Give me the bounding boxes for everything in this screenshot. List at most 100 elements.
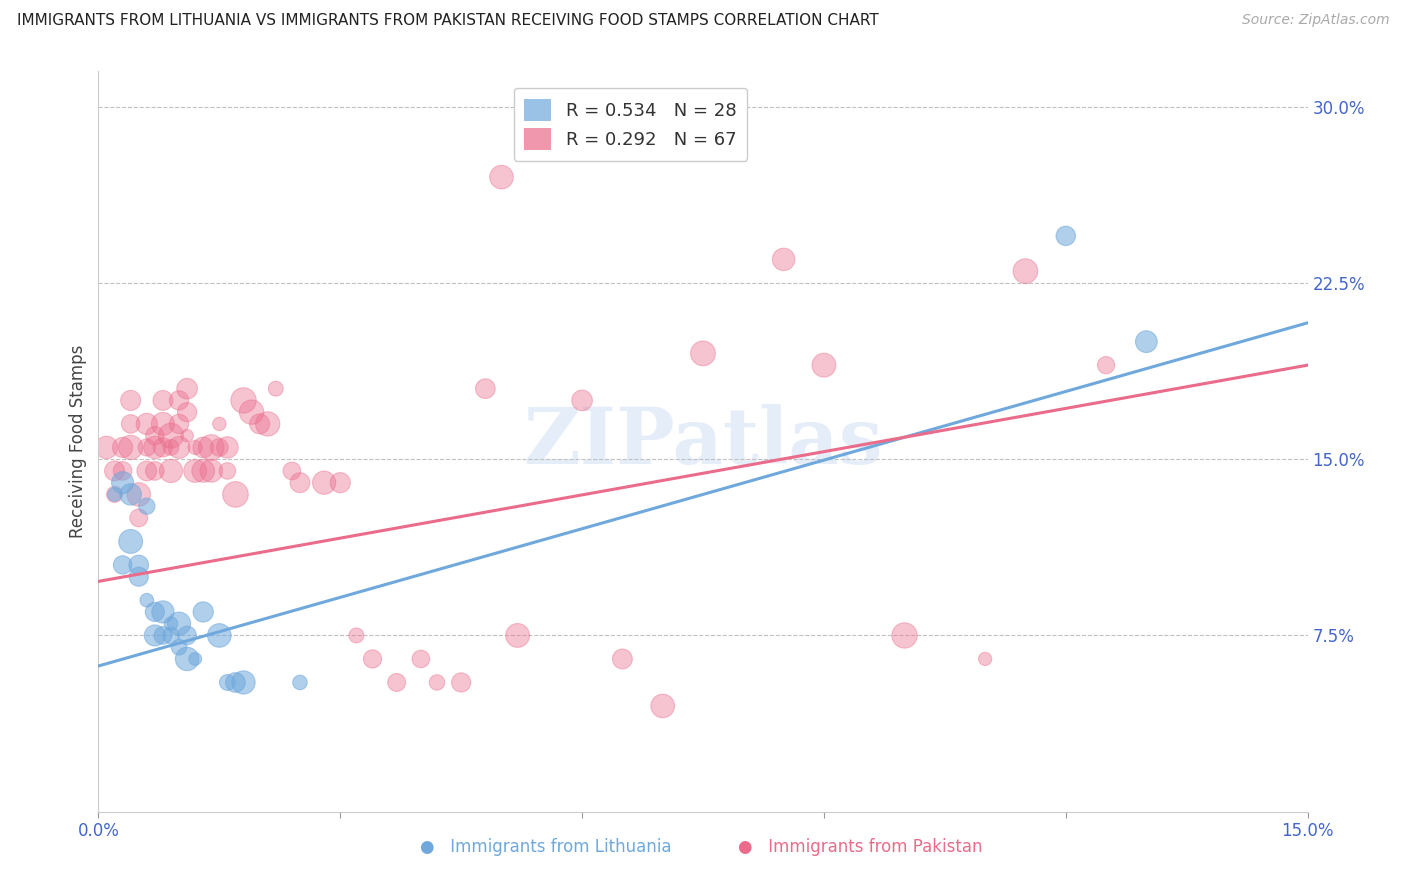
Point	[143, 428, 166, 442]
Point	[176, 628, 198, 642]
Point	[813, 358, 835, 372]
Text: ZIPatlas: ZIPatlas	[523, 403, 883, 480]
Point	[217, 441, 239, 455]
Point	[111, 475, 134, 490]
Point	[409, 652, 432, 666]
Point	[111, 441, 134, 455]
Point	[120, 417, 142, 431]
Point	[167, 640, 190, 655]
Point	[103, 487, 125, 501]
Point	[193, 464, 215, 478]
Point	[128, 511, 150, 525]
Point	[176, 428, 198, 442]
Point	[208, 628, 231, 642]
Point	[96, 441, 118, 455]
Point	[128, 558, 150, 572]
Point	[612, 652, 634, 666]
Point	[135, 417, 157, 431]
Point	[314, 475, 336, 490]
Point	[135, 441, 157, 455]
Point	[506, 628, 529, 642]
Point	[193, 441, 215, 455]
Point	[167, 417, 190, 431]
Point	[288, 675, 311, 690]
Point	[152, 393, 174, 408]
Point	[1054, 228, 1077, 243]
Point	[160, 441, 183, 455]
Point	[361, 652, 384, 666]
Point	[184, 652, 207, 666]
Point	[167, 441, 190, 455]
Point	[474, 382, 496, 396]
Point	[120, 441, 142, 455]
Point	[143, 464, 166, 478]
Text: Source: ZipAtlas.com: Source: ZipAtlas.com	[1241, 13, 1389, 28]
Point	[111, 464, 134, 478]
Point	[103, 487, 125, 501]
Point	[152, 441, 174, 455]
Text: IMMIGRANTS FROM LITHUANIA VS IMMIGRANTS FROM PAKISTAN RECEIVING FOOD STAMPS CORR: IMMIGRANTS FROM LITHUANIA VS IMMIGRANTS …	[17, 13, 879, 29]
Point	[167, 616, 190, 631]
Point	[160, 428, 183, 442]
Point	[224, 675, 246, 690]
Point	[128, 570, 150, 584]
Point	[120, 534, 142, 549]
Legend: R = 0.534   N = 28, R = 0.292   N = 67: R = 0.534 N = 28, R = 0.292 N = 67	[513, 87, 748, 161]
Point	[571, 393, 593, 408]
Point	[249, 417, 271, 431]
Point	[426, 675, 449, 690]
Point	[288, 475, 311, 490]
Point	[152, 605, 174, 619]
Point	[143, 605, 166, 619]
Point	[160, 464, 183, 478]
Point	[200, 464, 222, 478]
Point	[232, 393, 254, 408]
Point	[135, 499, 157, 513]
Point	[128, 487, 150, 501]
Point	[152, 417, 174, 431]
Point	[329, 475, 352, 490]
Point	[135, 464, 157, 478]
Point	[1014, 264, 1036, 278]
Point	[143, 628, 166, 642]
Text: ●   Immigrants from Lithuania: ● Immigrants from Lithuania	[420, 838, 672, 856]
Point	[385, 675, 408, 690]
Point	[692, 346, 714, 360]
Point	[184, 464, 207, 478]
Point	[135, 593, 157, 607]
Point	[772, 252, 794, 267]
Point	[281, 464, 304, 478]
Point	[184, 441, 207, 455]
Point	[224, 487, 246, 501]
Point	[176, 652, 198, 666]
Point	[240, 405, 263, 419]
Point	[893, 628, 915, 642]
Point	[256, 417, 278, 431]
Point	[1135, 334, 1157, 349]
Point	[200, 441, 222, 455]
Point	[1095, 358, 1118, 372]
Point	[193, 605, 215, 619]
Point	[344, 628, 367, 642]
Point	[217, 675, 239, 690]
Point	[264, 382, 287, 396]
Point	[103, 464, 125, 478]
Text: ●   Immigrants from Pakistan: ● Immigrants from Pakistan	[738, 838, 983, 856]
Point	[232, 675, 254, 690]
Point	[143, 441, 166, 455]
Point	[208, 441, 231, 455]
Point	[152, 628, 174, 642]
Point	[176, 405, 198, 419]
Point	[120, 487, 142, 501]
Point	[176, 382, 198, 396]
Point	[217, 464, 239, 478]
Point	[208, 417, 231, 431]
Point	[160, 628, 183, 642]
Point	[651, 698, 673, 713]
Point	[111, 558, 134, 572]
Point	[160, 616, 183, 631]
Point	[450, 675, 472, 690]
Y-axis label: Receiving Food Stamps: Receiving Food Stamps	[69, 345, 87, 538]
Point	[974, 652, 997, 666]
Point	[120, 393, 142, 408]
